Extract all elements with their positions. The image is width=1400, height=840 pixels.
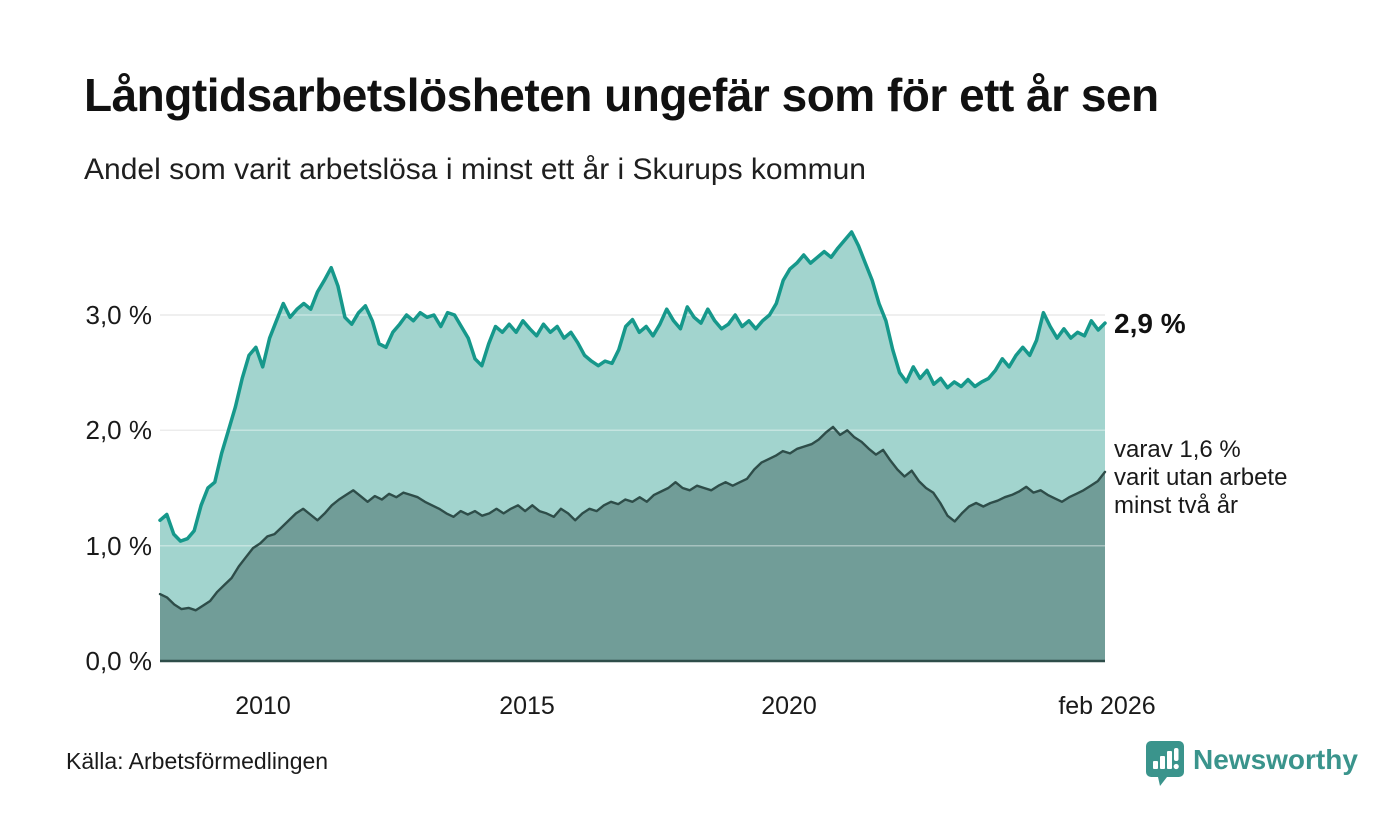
end-value-label-total: 2,9 % bbox=[1114, 308, 1186, 339]
x-tick-2015: 2015 bbox=[499, 692, 555, 720]
chart-subtitle: Andel som varit arbetslösa i minst ett å… bbox=[84, 153, 866, 186]
y-tick-2: 2,0 % bbox=[86, 415, 153, 445]
annotation-line-1: varav 1,6 % bbox=[1114, 436, 1241, 463]
brand-logo: Newsworthy bbox=[1145, 740, 1358, 788]
newsworthy-bubble-chart-icon bbox=[1145, 740, 1185, 793]
x-tick-2010: 2010 bbox=[235, 692, 291, 720]
annotation-line-3: minst två år bbox=[1114, 492, 1239, 519]
source-credit: Källa: Arbetsförmedlingen bbox=[66, 748, 329, 774]
gridlines-overlay bbox=[160, 314, 1105, 547]
y-tick-1: 1,0 % bbox=[86, 531, 153, 561]
series-lines bbox=[158, 230, 1107, 612]
y-tick-0: 0,0 % bbox=[86, 646, 153, 676]
x-tick-feb-2026: feb 2026 bbox=[1058, 692, 1155, 720]
series-line-arbetslosa_minst_tva_ar bbox=[158, 425, 1107, 612]
annotation-line-2: varit utan arbete bbox=[1114, 464, 1288, 491]
end-value-annotation: varav 1,6 % varit utan arbete minst två … bbox=[1114, 436, 1287, 520]
series-line-arbetslosa_minst_ett_ar bbox=[158, 230, 1107, 543]
series-area-arbetslosa_minst_tva_ar bbox=[160, 426, 1105, 661]
y-tick-3: 3,0 % bbox=[86, 300, 153, 330]
x-tick-2020: 2020 bbox=[761, 692, 817, 720]
chart-title: Långtidsarbetslösheten ungefär som för e… bbox=[84, 69, 1159, 121]
series-fills bbox=[160, 232, 1105, 661]
brand-name: Newsworthy bbox=[1193, 744, 1358, 775]
